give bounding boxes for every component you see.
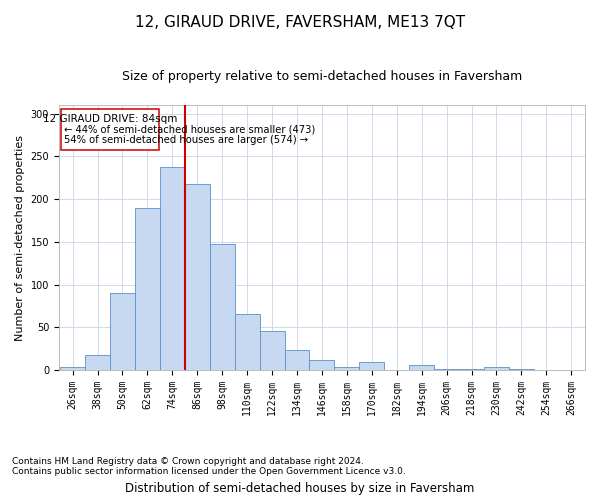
Text: Distribution of semi-detached houses by size in Faversham: Distribution of semi-detached houses by … — [125, 482, 475, 495]
Bar — [110, 293, 135, 370]
Bar — [434, 369, 459, 370]
Bar — [185, 184, 210, 370]
Bar — [160, 168, 185, 370]
Bar — [409, 365, 434, 370]
Bar — [509, 369, 534, 370]
Text: 12, GIRAUD DRIVE, FAVERSHAM, ME13 7QT: 12, GIRAUD DRIVE, FAVERSHAM, ME13 7QT — [135, 15, 465, 30]
Bar — [334, 368, 359, 370]
Text: ← 44% of semi-detached houses are smaller (473): ← 44% of semi-detached houses are smalle… — [64, 124, 315, 134]
Bar — [310, 360, 334, 370]
Text: Contains public sector information licensed under the Open Government Licence v3: Contains public sector information licen… — [12, 468, 406, 476]
Bar — [484, 368, 509, 370]
FancyBboxPatch shape — [61, 110, 158, 150]
Bar — [359, 362, 384, 370]
Bar — [60, 368, 85, 370]
Bar — [135, 208, 160, 370]
Bar — [284, 350, 310, 370]
Text: Contains HM Land Registry data © Crown copyright and database right 2024.: Contains HM Land Registry data © Crown c… — [12, 458, 364, 466]
Bar — [260, 330, 284, 370]
Text: 54% of semi-detached houses are larger (574) →: 54% of semi-detached houses are larger (… — [64, 135, 308, 145]
Bar — [235, 314, 260, 370]
Title: Size of property relative to semi-detached houses in Faversham: Size of property relative to semi-detach… — [122, 70, 522, 83]
Bar — [459, 369, 484, 370]
Bar — [85, 354, 110, 370]
Text: 12 GIRAUD DRIVE: 84sqm: 12 GIRAUD DRIVE: 84sqm — [43, 114, 177, 124]
Y-axis label: Number of semi-detached properties: Number of semi-detached properties — [15, 134, 25, 340]
Bar — [210, 244, 235, 370]
